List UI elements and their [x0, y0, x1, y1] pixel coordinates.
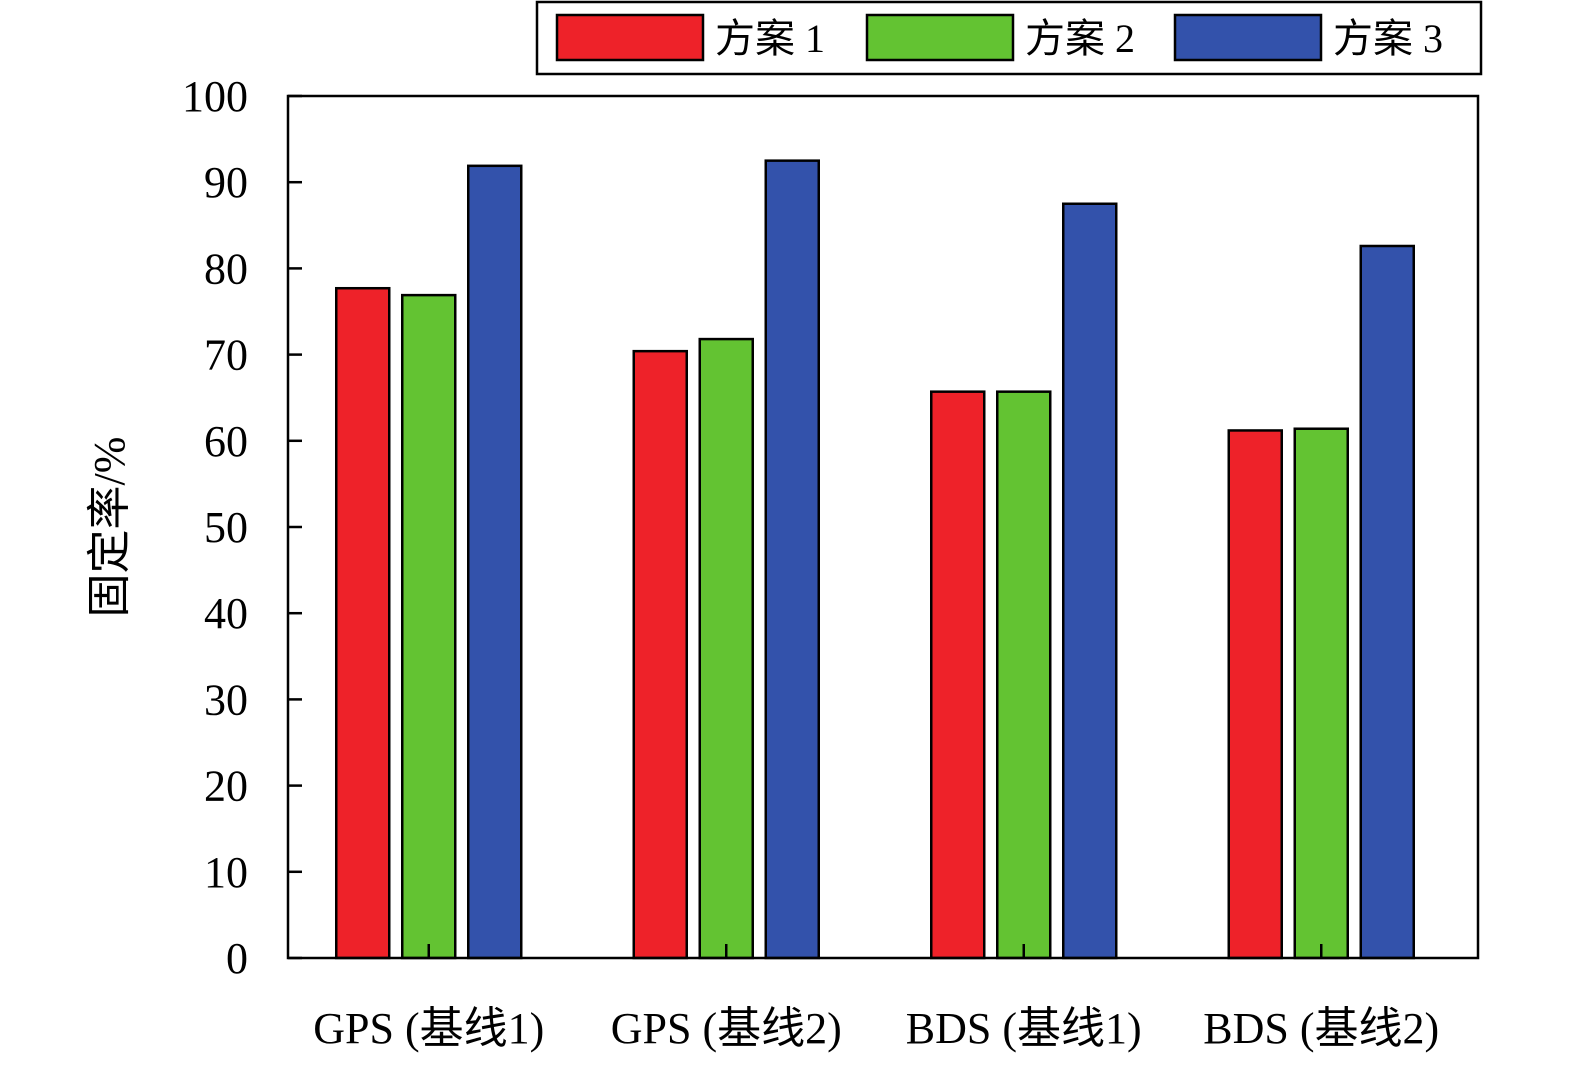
y-tick-label: 20: [204, 762, 248, 811]
legend-label: 方案 3: [1333, 16, 1443, 61]
x-axis: GPS (基线1) GPS (基线2) BDS (基线1) BDS (基线2): [313, 944, 1439, 1053]
y-tick-label: 10: [204, 848, 248, 897]
bar: [1062, 202, 1118, 960]
bar: [764, 159, 820, 960]
y-axis-title: 固定率/%: [85, 437, 134, 618]
x-tick-label: GPS (基线2): [611, 1004, 842, 1053]
y-tick-label: 90: [204, 158, 248, 207]
bar: [930, 390, 986, 960]
legend-swatch: [555, 13, 705, 62]
y-tick-label: 70: [204, 331, 248, 380]
bar: [698, 337, 754, 960]
y-axis: 0 10 20 30 40 50 60 70 80 90 100: [182, 72, 302, 983]
bar: [401, 293, 457, 960]
y-tick-label: 40: [204, 589, 248, 638]
bar: [335, 286, 391, 960]
y-tick-label: 80: [204, 244, 248, 293]
legend: 方案 1 方案 2 方案 3: [535, 0, 1483, 76]
x-tick-label: GPS (基线1): [313, 1004, 544, 1053]
y-tick-label: 30: [204, 675, 248, 724]
x-tick-label: BDS (基线2): [1203, 1004, 1439, 1053]
legend-swatch: [1173, 13, 1323, 62]
y-tick-label: 50: [204, 503, 248, 552]
bar: [1227, 429, 1283, 960]
bars-layer: [335, 159, 1415, 960]
x-tick-label: BDS (基线1): [906, 1004, 1142, 1053]
y-tick-label: 0: [226, 934, 248, 983]
legend-label: 方案 1: [715, 16, 825, 61]
bar: [467, 164, 523, 960]
bar: [1359, 244, 1415, 960]
y-tick-label: 100: [182, 72, 248, 121]
bar: [632, 349, 688, 960]
bar: [996, 390, 1052, 960]
legend-label: 方案 2: [1025, 16, 1135, 61]
legend-swatch: [865, 13, 1015, 62]
y-tick-label: 60: [204, 417, 248, 466]
bar: [1293, 427, 1349, 960]
